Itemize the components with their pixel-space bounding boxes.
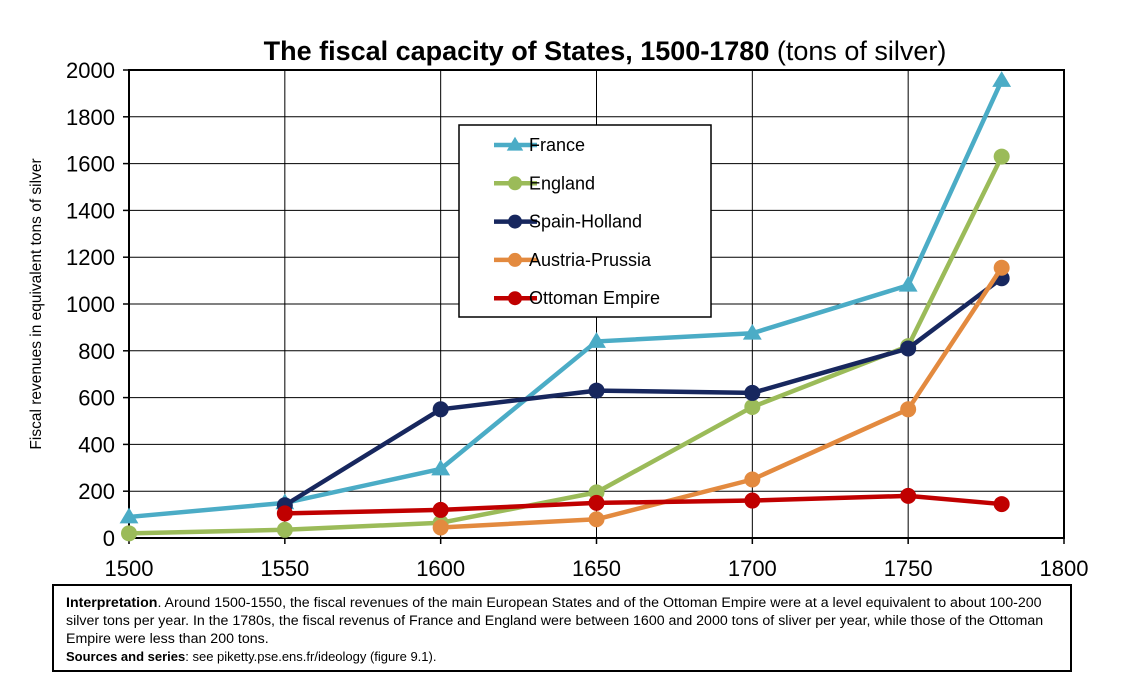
legend-label-spain-holland: Spain-Holland [529,212,642,232]
data-point-ottoman-empire [900,487,917,504]
legend-marker-spain-holland [508,214,522,229]
interpretation-label: Interpretation [66,595,158,611]
data-point-ottoman-empire [276,505,293,522]
y-tick-label: 0 [103,526,115,551]
series-line-spain-holland [283,276,1004,508]
data-point-spain-holland [744,384,761,401]
data-point-spain-holland [900,340,917,357]
x-tick-label: 1550 [260,556,309,580]
data-point-england [121,525,137,542]
x-tick-label: 1650 [572,556,621,580]
legend-marker-france [506,136,524,151]
y-tick-label: 400 [78,432,115,457]
data-point-ottoman-empire [588,494,605,511]
legend-label-austria-prussia: Austria-Prussia [529,250,652,270]
sources-label: Sources and series [66,649,186,664]
y-tick-label: 200 [78,479,115,504]
data-point-france [431,459,451,476]
legend-label-france: France [529,135,585,155]
legend-marker-ottoman-empire [508,291,522,306]
data-point-ottoman-empire [744,492,761,509]
data-point-austria-prussia [993,259,1010,276]
data-point-spain-holland [588,382,605,399]
y-tick-label: 600 [78,386,115,411]
data-point-england [993,148,1010,165]
y-tick-label: 1400 [66,198,115,223]
x-tick-label: 1500 [105,556,154,580]
chart-title-unit: (tons of silver) [776,36,947,66]
y-axis-label: Fiscal revenues in equivalent tons of si… [28,158,45,449]
data-point-ottoman-empire [432,501,449,518]
legend-label-england: England [529,173,595,193]
legend-marker-england [508,176,522,191]
data-point-austria-prussia [432,519,449,536]
sources-text: : see piketty.pse.ens.fr/ideology (figur… [185,649,437,664]
y-tick-label: 800 [78,339,115,364]
line-chart: 0 200 400 600 800 1000 1200 1400 1600 1800 2000 150… [28,58,1089,580]
interpretation-text: . Around 1500-1550, the fiscal revenues … [66,595,1044,647]
data-point-france [587,332,606,348]
legend-label-ottoman-empire: Ottoman Empire [529,288,660,308]
series-line-ottoman-empire [284,493,1002,516]
y-tick-label: 1800 [66,105,115,130]
data-point-ottoman-empire [993,496,1010,513]
y-tick-label: 1600 [66,152,115,177]
data-point-england [276,521,293,538]
data-point-austria-prussia [588,511,605,528]
chart-title-main: The fiscal capacity of States, 1500-1780 [263,36,770,66]
legend-marker-austria-prussia [508,252,522,267]
x-tick-label: 1750 [884,556,933,580]
data-point-england [744,398,761,415]
data-point-spain-holland [432,401,449,418]
y-tick-label: 1200 [66,245,115,270]
interpretation-note: Interpretation. Around 1500-1550, the fi… [52,584,1072,672]
chart-title: The fiscal capacity of States, 1500-1780… [0,36,1124,67]
y-tick-label: 1000 [66,292,115,317]
data-point-france [992,71,1012,87]
data-point-france [119,507,139,524]
y-tick-label: 2000 [66,58,115,83]
data-point-austria-prussia [744,471,761,488]
x-tick-label: 1800 [1040,556,1089,580]
x-tick-label: 1600 [416,556,465,580]
data-point-austria-prussia [900,401,917,418]
data-point-france [742,323,762,340]
data-point-france [898,275,918,292]
x-tick-label: 1700 [728,556,777,580]
